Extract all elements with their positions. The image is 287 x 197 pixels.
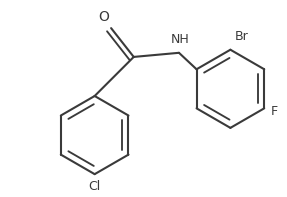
Text: F: F — [270, 105, 278, 118]
Text: NH: NH — [171, 33, 189, 46]
Text: O: O — [98, 10, 109, 24]
Text: Cl: Cl — [88, 180, 101, 193]
Text: Br: Br — [234, 30, 248, 43]
